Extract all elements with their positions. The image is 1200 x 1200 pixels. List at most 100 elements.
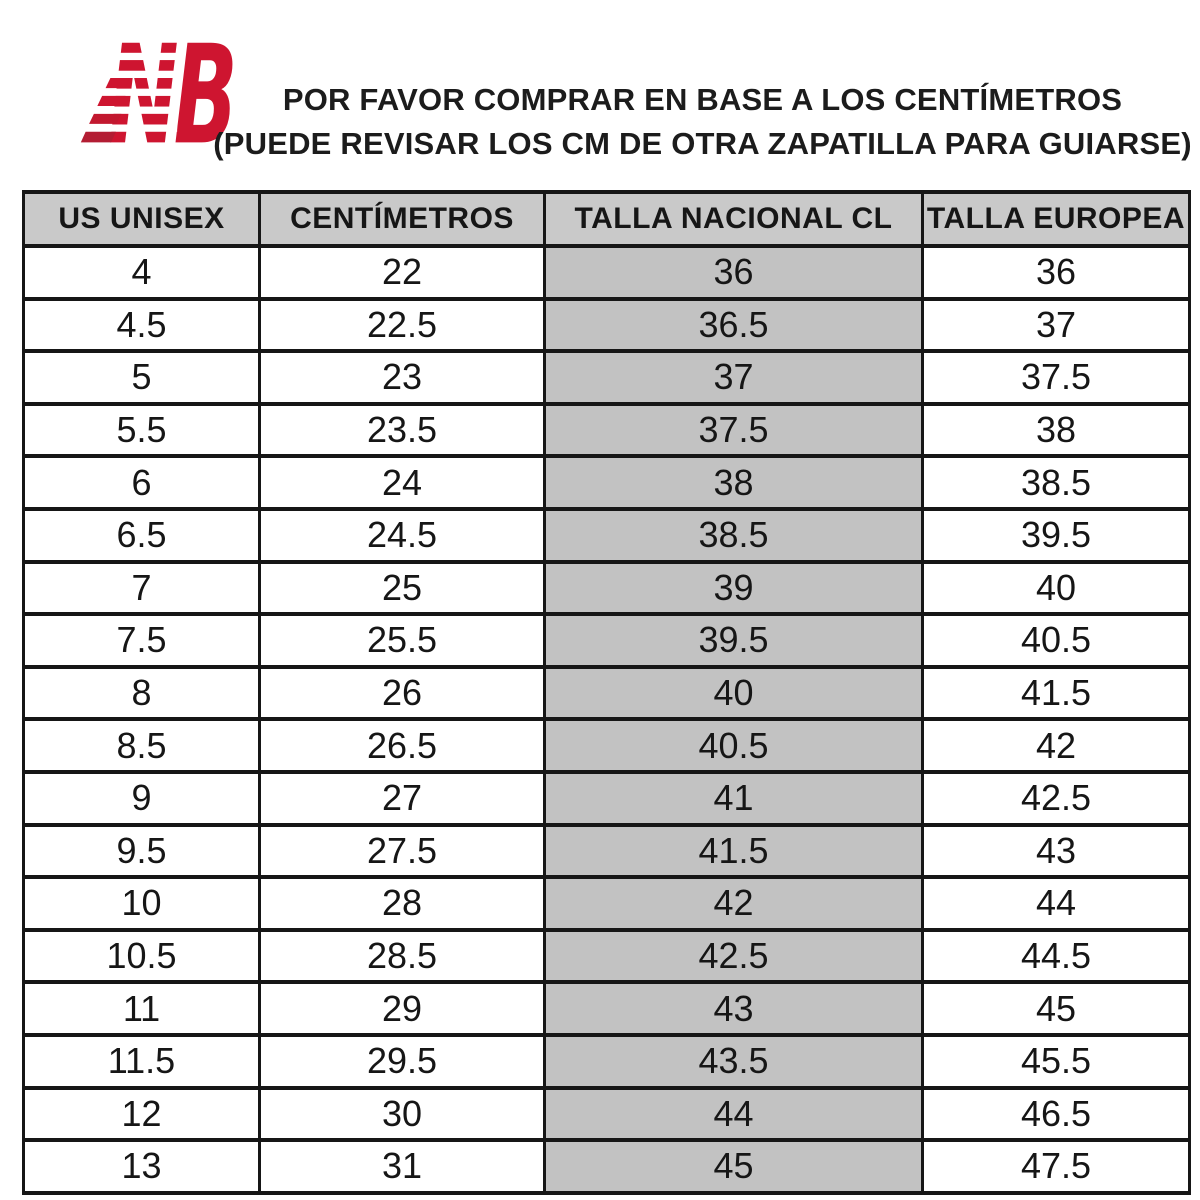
table-cell: 29.5 [258, 1032, 546, 1090]
size-chart-table: US UNISEX CENTÍMETROS TALLA NACIONAL CL … [22, 190, 1191, 1195]
table-cell: 38.5 [921, 454, 1191, 511]
table-cell: 44 [543, 1085, 924, 1143]
table-cell: 45.5 [921, 1032, 1191, 1090]
table-cell: 46.5 [921, 1085, 1191, 1143]
table-row: 6 24 38 38.5 [22, 454, 1191, 511]
header-row: US UNISEX CENTÍMETROS TALLA NACIONAL CL … [22, 190, 1191, 248]
table-cell: 27 [258, 769, 546, 827]
table-cell: 9 [22, 769, 261, 827]
table-cell: 39 [543, 559, 924, 617]
table-cell: 8 [22, 664, 261, 722]
table-row: 6.5 24.5 38.5 39.5 [22, 506, 1191, 564]
table-row: 5.5 23.5 37.5 38 [22, 401, 1191, 459]
table-cell: 40.5 [921, 612, 1191, 669]
table-cell: 6.5 [22, 506, 261, 564]
table-cell: 23.5 [258, 401, 546, 459]
table-cell: 37 [543, 349, 924, 406]
table-cell: 26.5 [258, 717, 546, 774]
table-cell: 25.5 [258, 612, 546, 669]
table-row: 4 22 36 36 [22, 244, 1191, 301]
table-cell: 42.5 [543, 927, 924, 985]
table-cell: 37 [921, 296, 1191, 354]
table-cell: 42.5 [921, 769, 1191, 827]
table-row: 7.5 25.5 39.5 40.5 [22, 612, 1191, 669]
table-row: 4.5 22.5 36.5 37 [22, 296, 1191, 354]
table-cell: 42 [543, 875, 924, 932]
table-row: 10 28 42 44 [22, 875, 1191, 932]
table-body: 4 22 36 36 4.5 22.5 36.5 37 5 23 37 37.5 5.5 23.5 37.5… [22, 244, 1191, 1195]
table-cell: 40 [543, 664, 924, 722]
table-cell: 39.5 [921, 506, 1191, 564]
table-row: 9 27 41 42.5 [22, 769, 1191, 827]
column-header-talla-nacional-cl: TALLA NACIONAL CL [543, 190, 924, 248]
table-cell: 45 [543, 1138, 924, 1195]
table-cell: 38 [921, 401, 1191, 459]
table-cell: 36 [921, 244, 1191, 301]
table-cell: 11 [22, 980, 261, 1037]
title-block: POR FAVOR COMPRAR EN BASE A LOS CENTÍMET… [210, 78, 1195, 166]
table-cell: 43.5 [543, 1032, 924, 1090]
table-cell: 22 [258, 244, 546, 301]
table-row: 11 29 43 45 [22, 980, 1191, 1037]
table-cell: 41.5 [543, 822, 924, 880]
table-cell: 5.5 [22, 401, 261, 459]
table-cell: 11.5 [22, 1032, 261, 1090]
table-cell: 43 [921, 822, 1191, 880]
table-cell: 41.5 [921, 664, 1191, 722]
table-cell: 29 [258, 980, 546, 1037]
table-cell: 22.5 [258, 296, 546, 354]
table-row: 12 30 44 46.5 [22, 1085, 1191, 1143]
table-cell: 44 [921, 875, 1191, 932]
table-cell: 38.5 [543, 506, 924, 564]
table-cell: 24.5 [258, 506, 546, 564]
table-row: 11.5 29.5 43.5 45.5 [22, 1032, 1191, 1090]
table-cell: 31 [258, 1138, 546, 1195]
table-cell: 25 [258, 559, 546, 617]
table-cell: 38 [543, 454, 924, 511]
table-cell: 37.5 [543, 401, 924, 459]
table-cell: 5 [22, 349, 261, 406]
table-cell: 30 [258, 1085, 546, 1143]
title-line-2: (PUEDE REVISAR LOS CM DE OTRA ZAPATILLA … [213, 126, 1192, 161]
table-cell: 40.5 [543, 717, 924, 774]
table-cell: 36 [543, 244, 924, 301]
table-cell: 6 [22, 454, 261, 511]
table-cell: 9.5 [22, 822, 261, 880]
table-row: 8.5 26.5 40.5 42 [22, 717, 1191, 774]
table-cell: 13 [22, 1138, 261, 1195]
table-cell: 23 [258, 349, 546, 406]
table-cell: 4.5 [22, 296, 261, 354]
table-row: 9.5 27.5 41.5 43 [22, 822, 1191, 880]
column-header-talla-europea: TALLA EUROPEA [921, 190, 1191, 248]
table-row: 7 25 39 40 [22, 559, 1191, 617]
table-row: 8 26 40 41.5 [22, 664, 1191, 722]
table-cell: 45 [921, 980, 1191, 1037]
table-cell: 12 [22, 1085, 261, 1143]
table-cell: 10 [22, 875, 261, 932]
table-cell: 47.5 [921, 1138, 1191, 1195]
table-cell: 8.5 [22, 717, 261, 774]
table-cell: 4 [22, 244, 261, 301]
table-cell: 10.5 [22, 927, 261, 985]
title-line-1: POR FAVOR COMPRAR EN BASE A LOS CENTÍMET… [282, 82, 1123, 117]
table-cell: 28.5 [258, 927, 546, 985]
table-cell: 36.5 [543, 296, 924, 354]
table-cell: 24 [258, 454, 546, 511]
table-row: 13 31 45 47.5 [22, 1138, 1191, 1195]
table-cell: 43 [543, 980, 924, 1037]
table-cell: 41 [543, 769, 924, 827]
table-cell: 27.5 [258, 822, 546, 880]
column-header-centimetros: CENTÍMETROS [258, 190, 546, 248]
table-cell: 26 [258, 664, 546, 722]
table-cell: 44.5 [921, 927, 1191, 985]
table-cell: 40 [921, 559, 1191, 617]
table-row: 5 23 37 37.5 [22, 349, 1191, 406]
table-row: 10.5 28.5 42.5 44.5 [22, 927, 1191, 985]
table-cell: 7 [22, 559, 261, 617]
table-cell: 42 [921, 717, 1191, 774]
table-cell: 28 [258, 875, 546, 932]
table-cell: 37.5 [921, 349, 1191, 406]
table-cell: 7.5 [22, 612, 261, 669]
table-cell: 39.5 [543, 612, 924, 669]
